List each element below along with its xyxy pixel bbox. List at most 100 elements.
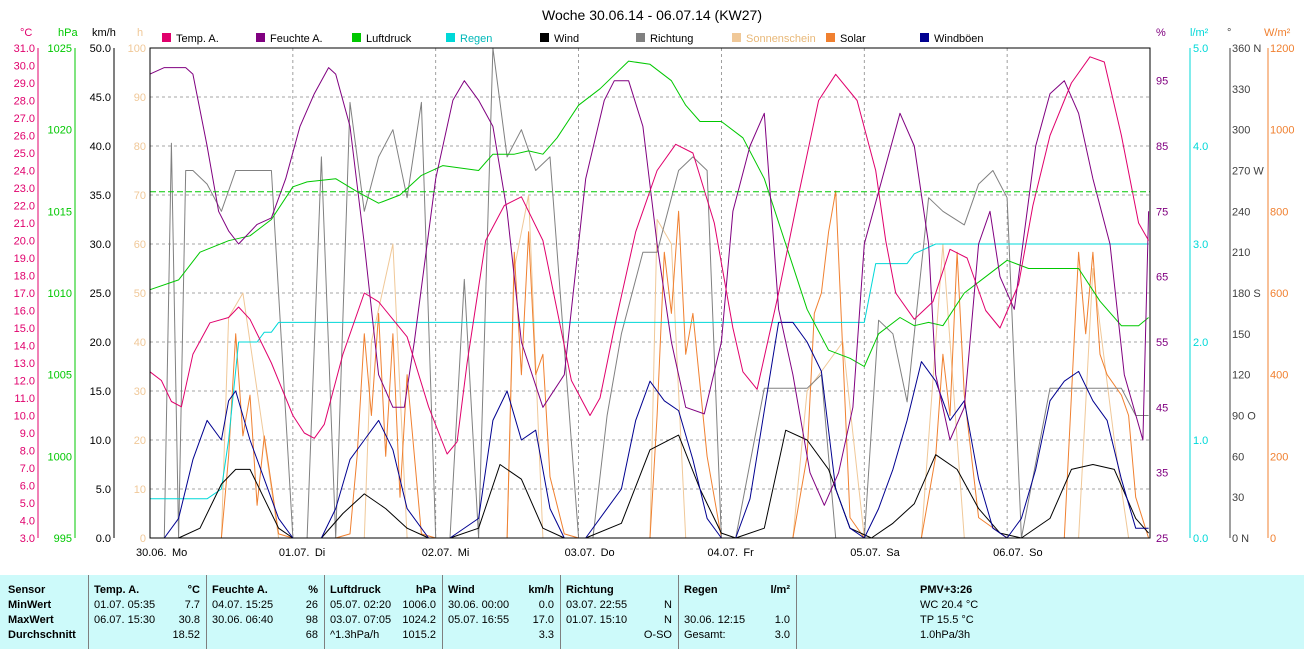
column-separator xyxy=(796,575,797,649)
chart-series xyxy=(149,47,1150,539)
x-tick-label: 02.07. xyxy=(422,547,453,559)
legend-label: Sonnenschein xyxy=(746,33,816,45)
press-trend: ^1.3hPa/h xyxy=(330,629,380,641)
stats-comfort: PMV+3:26 WC 20.4 °C TP 15.5 °C 1.0hPa/3h xyxy=(920,583,1120,645)
tick-label-temp: 31.0 xyxy=(14,43,35,55)
wind-min-time: 30.06. 00:00 xyxy=(448,599,510,611)
stats-rain: Regen l/m² 30.06. 12:15 1.0 Gesamt: 3.0 xyxy=(684,583,790,645)
tick-label-solar: 200 xyxy=(1270,451,1288,463)
press-header: Luftdruck xyxy=(330,584,381,596)
series-regen xyxy=(150,243,1149,500)
temp-avg-value: 18.52 xyxy=(172,629,200,641)
legend-label: Windböen xyxy=(934,33,984,45)
x-tick-label: 01.07. xyxy=(279,547,310,559)
axis-unit-rain: l/m² xyxy=(1190,27,1209,39)
x-tick-label: 06.07. xyxy=(993,547,1024,559)
tick-label-sunshine: 60 xyxy=(134,239,146,251)
pmv-value: PMV+3:26 xyxy=(920,584,973,596)
hum-max-time: 30.06. 06:40 xyxy=(212,614,274,626)
tick-label-solar: 400 xyxy=(1270,370,1288,382)
axis-unit-temp: °C xyxy=(20,27,32,39)
tick-label-direction: 0 N xyxy=(1232,533,1249,545)
press-unit: hPa xyxy=(415,584,436,596)
stats-humidity: Feuchte A.% 04.07. 15:25 26 30.06. 06:40 9… xyxy=(212,583,318,645)
axis-unit-humidity: % xyxy=(1156,27,1166,39)
press-min-time: 05.07. 02:20 xyxy=(330,599,392,611)
tick-label-direction: 330 xyxy=(1232,84,1250,96)
tick-label-temp: 24.0 xyxy=(14,166,35,178)
tick-label-direction: 270 W xyxy=(1232,166,1264,178)
legend-label: Richtung xyxy=(650,33,693,45)
axis-unit-sunshine: h xyxy=(137,27,143,39)
legend-swatch xyxy=(352,33,361,42)
tick-label-sunshine: 80 xyxy=(134,141,146,153)
series-luftdruck xyxy=(149,60,1149,367)
tick-label-sunshine: 0 xyxy=(140,533,146,545)
tick-label-direction: 30 xyxy=(1232,492,1244,504)
tick-label-temp: 6.0 xyxy=(20,481,35,493)
tick-label-direction: 60 xyxy=(1232,451,1244,463)
legend-label: Luftdruck xyxy=(366,33,412,45)
tick-label-sunshine: 90 xyxy=(134,92,146,104)
chart-title: Woche 30.06.14 - 06.07.14 (KW27) xyxy=(542,7,762,23)
tick-label-direction: 150 xyxy=(1232,329,1250,341)
tick-label-sunshine: 20 xyxy=(134,435,146,447)
legend-swatch xyxy=(540,33,549,42)
tick-label-direction: 120 xyxy=(1232,370,1250,382)
temp-unit: °C xyxy=(187,584,200,596)
press-avg-value: 1015.2 xyxy=(402,629,436,641)
x-weekday-label: Do xyxy=(601,547,615,559)
rain-max-value: 1.0 xyxy=(774,614,790,626)
rain-unit: l/m² xyxy=(770,584,790,596)
hum-min-value: 26 xyxy=(305,599,318,611)
legend-swatch xyxy=(920,33,929,42)
tick-label-rain: 4.0 xyxy=(1193,141,1208,153)
legend-swatch xyxy=(826,33,835,42)
tick-label-direction: 300 xyxy=(1232,125,1250,137)
rain-max-time: 30.06. 12:15 xyxy=(684,614,746,626)
series-solar xyxy=(150,190,1150,539)
wind-avg-value: 3.3 xyxy=(538,629,554,641)
tick-label-rain: 2.0 xyxy=(1193,337,1208,349)
tick-label-temp: 28.0 xyxy=(14,96,35,108)
x-weekday-label: Mi xyxy=(458,547,470,559)
column-separator xyxy=(324,575,325,649)
series-feuchte-a xyxy=(149,67,1150,506)
pressure-trend-value: 1.0hPa/3h xyxy=(920,629,971,641)
tick-label-temp: 22.0 xyxy=(14,201,35,213)
stats-temperature: Temp. A. °C 01.07. 05:35 7.7 06.07. 15:30 3… xyxy=(94,583,200,645)
tick-label-wind: 10.0 xyxy=(90,435,111,447)
tick-label-direction: 240 xyxy=(1232,206,1250,218)
dir-avg-value: O-SO xyxy=(643,629,672,641)
tick-label-wind: 30.0 xyxy=(90,239,111,251)
x-weekday-label: Fr xyxy=(743,547,754,559)
dir-min-value: N xyxy=(664,599,672,611)
tick-label-temp: 5.0 xyxy=(20,498,35,510)
temp-header: Temp. A. xyxy=(94,584,140,596)
label-max: MaxWert xyxy=(8,614,54,626)
tick-label-pressure: 1010 xyxy=(48,288,72,300)
stats-wind: Wind km/h 30.06. 00:00 0.0 05.07. 16:55 17.… xyxy=(448,583,554,645)
legend-label: Temp. A. xyxy=(176,33,219,45)
legend-swatch xyxy=(446,33,455,42)
temp-max-time: 06.07. 15:30 xyxy=(94,614,156,626)
tick-label-sunshine: 70 xyxy=(134,190,146,202)
tick-label-rain: 5.0 xyxy=(1193,43,1208,55)
hum-max-value: 98 xyxy=(305,614,318,626)
tick-label-direction: 210 xyxy=(1232,247,1250,259)
legend-swatch xyxy=(162,33,171,42)
tick-label-wind: 40.0 xyxy=(90,141,111,153)
chart-axes: °C 31.0 30.0 29.0 28.0 27.0 26.0 25.0 24.0 23.0 22… xyxy=(14,27,1295,545)
legend-swatch xyxy=(636,33,645,42)
tick-label-wind: 15.0 xyxy=(90,386,111,398)
wind-max-time: 05.07. 16:55 xyxy=(448,614,510,626)
tick-label-sunshine: 50 xyxy=(134,288,146,300)
tick-label-sunshine: 40 xyxy=(134,337,146,349)
tick-label-humidity: 55 xyxy=(1156,337,1168,349)
column-separator xyxy=(206,575,207,649)
tick-label-temp: 20.0 xyxy=(14,236,35,248)
axis-unit-pressure: hPa xyxy=(58,27,78,39)
legend-label: Wind xyxy=(554,33,579,45)
series-temp-a xyxy=(149,56,1150,455)
temp-min-value: 7.7 xyxy=(184,599,200,611)
